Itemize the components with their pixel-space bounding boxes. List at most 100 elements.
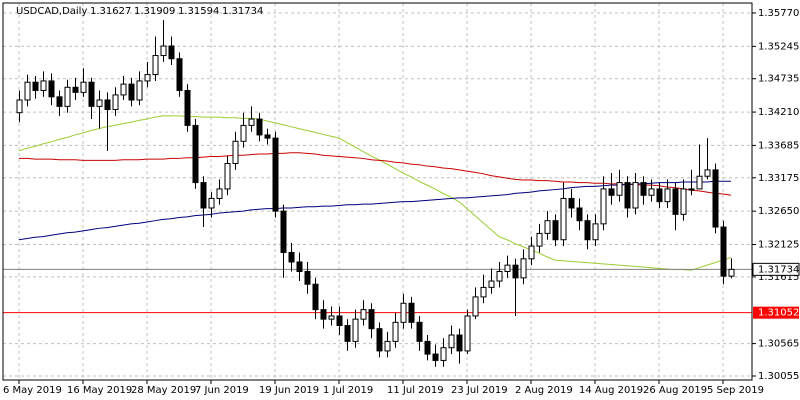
candle-body [400, 302, 407, 323]
candle-body [104, 99, 111, 111]
candle-body [544, 220, 551, 234]
x-tick-label: 19 Jun 2019 [259, 385, 319, 396]
candle-body [192, 124, 199, 184]
candle-body [720, 226, 727, 277]
candle-body [416, 321, 423, 342]
candle-body [600, 188, 607, 225]
candle-body [624, 182, 631, 209]
candle-body [136, 80, 143, 101]
header-open: 1.31627 [90, 6, 131, 17]
candle-body [24, 81, 31, 101]
candle-body [376, 328, 383, 352]
candle-body [704, 169, 711, 177]
candle-body [296, 261, 303, 273]
moving-average [18, 115, 732, 271]
candle-body [40, 80, 47, 91]
candle-body [56, 96, 63, 107]
candle-body [480, 286, 487, 298]
y-tick-label: 1.31615 [758, 272, 799, 283]
y-tick-label: 1.34210 [758, 107, 799, 118]
candle-body [408, 302, 415, 323]
candle-body [584, 220, 591, 241]
y-tick-label: 1.34735 [758, 74, 799, 85]
candle-body [680, 188, 687, 215]
candle-body [592, 223, 599, 241]
candle-body [208, 197, 215, 209]
candle-body [88, 81, 95, 107]
candle-body [608, 188, 615, 196]
level-label: 1.31052 [758, 308, 799, 319]
candle-body [352, 318, 359, 342]
x-tick-label: 5 Sep 2019 [707, 385, 764, 396]
candle-body [120, 83, 127, 96]
x-tick-label: 7 Jun 2019 [195, 385, 249, 396]
candle-body [432, 353, 439, 361]
candle-body [712, 169, 719, 228]
header-close: 1.31734 [222, 6, 263, 17]
candle-body [424, 340, 431, 355]
candle-body [224, 163, 231, 190]
candle-body [280, 210, 287, 253]
candle-body [288, 251, 295, 263]
y-tick-label: 1.35770 [758, 8, 799, 19]
candle-body [440, 347, 447, 361]
candle-body [128, 83, 135, 101]
x-tick-label: 23 Jul 2019 [451, 385, 508, 396]
x-tick-label: 16 May 2019 [67, 385, 132, 396]
candle-body [632, 182, 639, 209]
candle-body [512, 264, 519, 279]
candle-body [568, 197, 575, 209]
candle-body [304, 271, 311, 285]
candle-body [496, 271, 503, 282]
candle-body [80, 81, 87, 93]
candle-body [328, 315, 335, 320]
candle-body [48, 80, 55, 98]
candle-body [72, 86, 79, 93]
candle-body [616, 182, 623, 196]
y-tick-label: 1.30565 [758, 339, 799, 350]
candle-body [688, 188, 695, 191]
candle-body [232, 140, 239, 165]
header-low: 1.31594 [178, 6, 219, 17]
candle-body [464, 315, 471, 352]
candle-body [696, 175, 703, 190]
candle-body [528, 245, 535, 260]
candle-body [16, 99, 23, 114]
candle-body [368, 309, 375, 330]
candle-body [488, 280, 495, 288]
moving-average [18, 180, 731, 241]
candle-body [216, 188, 223, 199]
y-tick-label: 1.33175 [758, 173, 799, 184]
candle-body [176, 58, 183, 91]
candle-body [184, 89, 191, 126]
candle-body [640, 182, 647, 196]
candle-body [728, 268, 735, 277]
candle-body [240, 124, 247, 142]
candle-body [648, 188, 655, 196]
candle-body [160, 45, 167, 57]
candle-body [312, 283, 319, 311]
candle-body [200, 182, 207, 209]
chart-title: USDCAD,Daily [16, 6, 87, 17]
candle-body [536, 232, 543, 247]
header-high: 1.31909 [134, 6, 175, 17]
candle-body [664, 188, 671, 203]
candle-body [64, 86, 71, 107]
candle-body [112, 94, 119, 111]
candle-body [360, 309, 367, 320]
candle-body [656, 188, 663, 203]
candle-body [32, 81, 39, 91]
candle-body [552, 220, 559, 241]
y-tick-label: 1.32650 [758, 206, 799, 217]
y-tick-label: 1.30055 [758, 371, 799, 382]
x-tick-label: 14 Aug 2019 [579, 385, 643, 396]
y-tick-label: 1.32125 [758, 240, 799, 251]
labels: 1.35770 1.35245 1.34735 1.34210 1.33685 1.331… [3, 8, 800, 396]
candle-body [168, 45, 175, 60]
y-tick-label: 1.35245 [758, 41, 799, 52]
candle-body [560, 197, 567, 241]
candle-body [448, 334, 455, 349]
y-tick-label: 1.33685 [758, 140, 799, 151]
